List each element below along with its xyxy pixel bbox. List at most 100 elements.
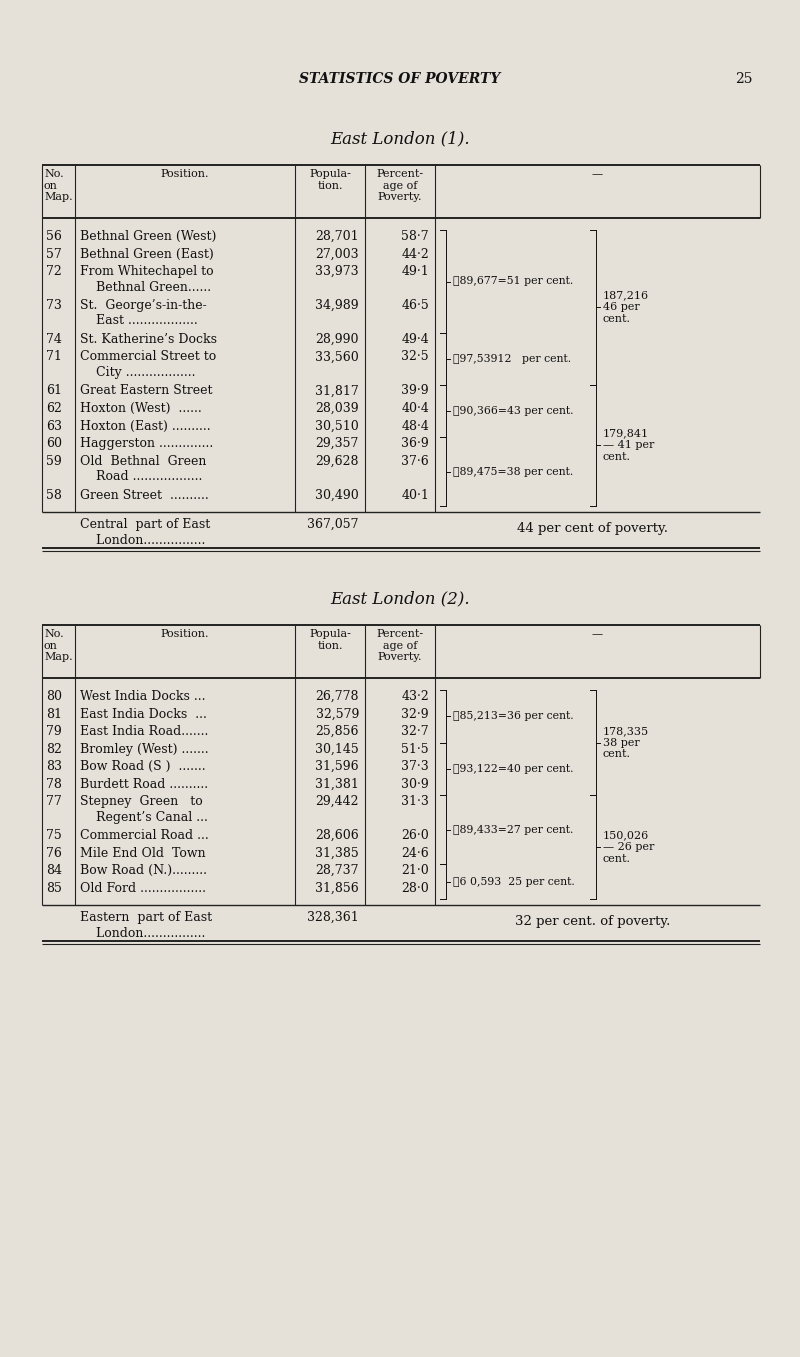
Text: 29,442: 29,442 — [315, 795, 359, 807]
Text: —: — — [592, 170, 603, 179]
Text: ⁲89,677=51 per cent.: ⁲89,677=51 per cent. — [453, 277, 574, 286]
Text: 32·9: 32·9 — [402, 707, 429, 721]
Text: 25: 25 — [735, 72, 753, 85]
Text: 43·2: 43·2 — [402, 689, 429, 703]
Text: St.  George’s-in-the-: St. George’s-in-the- — [80, 299, 206, 312]
Text: Old Ford .................: Old Ford ................. — [80, 882, 206, 894]
Text: ⁲89,433=27 per cent.: ⁲89,433=27 per cent. — [453, 825, 574, 835]
Text: 56: 56 — [46, 229, 62, 243]
Text: East London (1).: East London (1). — [330, 130, 470, 147]
Text: No.
on
Map.: No. on Map. — [44, 170, 73, 202]
Text: ⁲89,475=38 per cent.: ⁲89,475=38 per cent. — [453, 467, 574, 476]
Text: London................: London................ — [80, 927, 206, 939]
Text: 32·5: 32·5 — [402, 350, 429, 364]
Text: ⁲90,366=43 per cent.: ⁲90,366=43 per cent. — [453, 406, 574, 415]
Text: 77: 77 — [46, 795, 62, 807]
Text: Commercial Street to: Commercial Street to — [80, 350, 216, 364]
Text: East India Road.......: East India Road....... — [80, 725, 208, 738]
Text: East India Docks  ...: East India Docks ... — [80, 707, 207, 721]
Text: 28,606: 28,606 — [315, 829, 359, 841]
Text: 63: 63 — [46, 419, 62, 433]
Text: Bethnal Green......: Bethnal Green...... — [80, 281, 211, 293]
Text: London................: London................ — [80, 533, 206, 547]
Text: From Whitechapel to: From Whitechapel to — [80, 265, 214, 278]
Text: Position.: Position. — [161, 170, 210, 179]
Text: 31,817: 31,817 — [315, 384, 359, 398]
Text: Road ..................: Road .................. — [80, 470, 202, 483]
Text: 44 per cent of poverty.: 44 per cent of poverty. — [517, 522, 668, 535]
Text: Position.: Position. — [161, 630, 210, 639]
Text: Hoxton (East) ..........: Hoxton (East) .......... — [80, 419, 210, 433]
Text: 32,579: 32,579 — [316, 707, 359, 721]
Text: 30,145: 30,145 — [315, 742, 359, 756]
Text: 187,216
46 per
cent.: 187,216 46 per cent. — [603, 290, 649, 324]
Text: West India Docks ...: West India Docks ... — [80, 689, 206, 703]
Text: 49·1: 49·1 — [402, 265, 429, 278]
Text: 28,701: 28,701 — [315, 229, 359, 243]
Text: 31·3: 31·3 — [401, 795, 429, 807]
Text: 72: 72 — [46, 265, 62, 278]
Text: 62: 62 — [46, 402, 62, 415]
Text: 58·7: 58·7 — [402, 229, 429, 243]
Text: Regent’s Canal ...: Regent’s Canal ... — [80, 810, 208, 824]
Text: Bromley (West) .......: Bromley (West) ....... — [80, 742, 209, 756]
Text: 21·0: 21·0 — [402, 864, 429, 877]
Text: 84: 84 — [46, 864, 62, 877]
Text: 58: 58 — [46, 489, 62, 502]
Text: 28,990: 28,990 — [315, 332, 359, 346]
Text: ⁲85,213=36 per cent.: ⁲85,213=36 per cent. — [453, 711, 574, 722]
Text: —: — — [592, 630, 603, 639]
Text: Haggerston ..............: Haggerston .............. — [80, 437, 214, 451]
Text: Percent-
age of
Poverty.: Percent- age of Poverty. — [377, 630, 423, 662]
Text: 29,357: 29,357 — [316, 437, 359, 451]
Text: 78: 78 — [46, 778, 62, 791]
Text: 37·3: 37·3 — [402, 760, 429, 773]
Text: 26·0: 26·0 — [402, 829, 429, 841]
Text: Green Street  ..........: Green Street .......... — [80, 489, 209, 502]
Text: 178,335
38 per
cent.: 178,335 38 per cent. — [603, 726, 649, 759]
Text: 32·7: 32·7 — [402, 725, 429, 738]
Text: 36·9: 36·9 — [402, 437, 429, 451]
Text: 79: 79 — [46, 725, 62, 738]
Text: 34,989: 34,989 — [315, 299, 359, 312]
Text: 27,003: 27,003 — [315, 247, 359, 261]
Text: Popula-
tion.: Popula- tion. — [309, 170, 351, 190]
Text: City ..................: City .................. — [80, 366, 195, 379]
Text: 81: 81 — [46, 707, 62, 721]
Text: 37·6: 37·6 — [402, 455, 429, 468]
Text: ⁲97,53912   per cent.: ⁲97,53912 per cent. — [453, 354, 571, 364]
Text: East London (2).: East London (2). — [330, 590, 470, 607]
Text: 30,510: 30,510 — [315, 419, 359, 433]
Text: Popula-
tion.: Popula- tion. — [309, 630, 351, 650]
Text: Eastern  part of East: Eastern part of East — [80, 911, 212, 924]
Text: 85: 85 — [46, 882, 62, 894]
Text: No.
on
Map.: No. on Map. — [44, 630, 73, 662]
Text: 31,381: 31,381 — [315, 778, 359, 791]
Text: 29,628: 29,628 — [315, 455, 359, 468]
Text: St. Katherine’s Docks: St. Katherine’s Docks — [80, 332, 217, 346]
Text: 150,026
— 26 per
cent.: 150,026 — 26 per cent. — [603, 830, 654, 863]
Text: Bethnal Green (East): Bethnal Green (East) — [80, 247, 214, 261]
Text: 179,841
— 41 per
cent.: 179,841 — 41 per cent. — [603, 429, 654, 461]
Text: 24·6: 24·6 — [402, 847, 429, 859]
Text: 51·5: 51·5 — [402, 742, 429, 756]
Text: ⁲6 0,593  25 per cent.: ⁲6 0,593 25 per cent. — [453, 877, 574, 886]
Text: 33,560: 33,560 — [315, 350, 359, 364]
Text: Commercial Road ...: Commercial Road ... — [80, 829, 209, 841]
Text: 32 per cent. of poverty.: 32 per cent. of poverty. — [515, 915, 670, 928]
Text: STATISTICS OF POVERTY: STATISTICS OF POVERTY — [299, 72, 501, 85]
Text: Old  Bethnal  Green: Old Bethnal Green — [80, 455, 206, 468]
Text: 49·4: 49·4 — [402, 332, 429, 346]
Text: Burdett Road ..........: Burdett Road .......... — [80, 778, 208, 791]
Text: 28,737: 28,737 — [315, 864, 359, 877]
Text: 73: 73 — [46, 299, 62, 312]
Text: 80: 80 — [46, 689, 62, 703]
Text: 71: 71 — [46, 350, 62, 364]
Text: Bow Road (N.).........: Bow Road (N.)......... — [80, 864, 207, 877]
Text: 31,385: 31,385 — [315, 847, 359, 859]
Text: 328,361: 328,361 — [307, 911, 359, 924]
Text: 46·5: 46·5 — [402, 299, 429, 312]
Text: 59: 59 — [46, 455, 62, 468]
Text: 25,856: 25,856 — [315, 725, 359, 738]
Text: 44·2: 44·2 — [402, 247, 429, 261]
